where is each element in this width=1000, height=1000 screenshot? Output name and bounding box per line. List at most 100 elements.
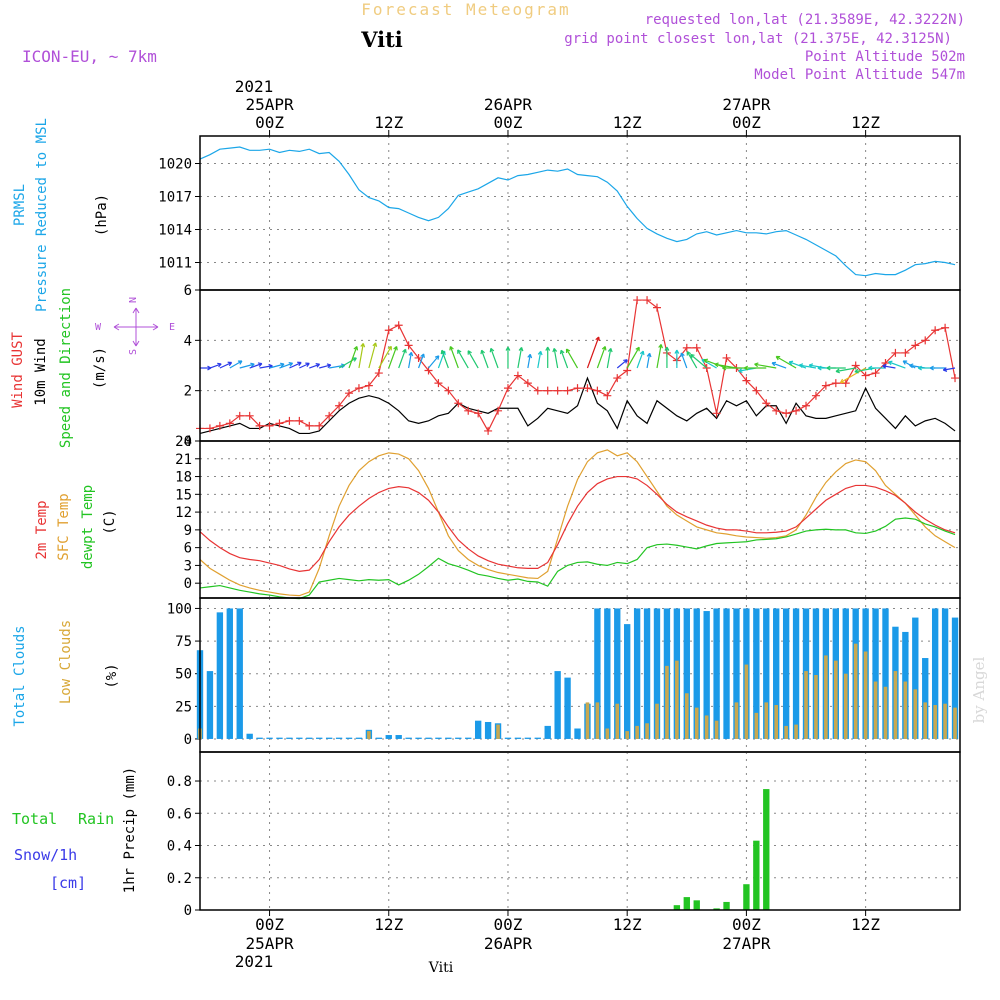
total-cloud-bar — [325, 737, 333, 739]
total-cloud-bar — [812, 608, 820, 739]
wind-gust-marker — [325, 411, 334, 420]
wind-gust-marker — [454, 399, 463, 408]
wind-direction-arrow — [527, 353, 533, 369]
wind-speed-dir-label: Speed and Direction — [58, 288, 74, 448]
pressure-panel-labels: PRMSL Pressure Reduced to MSL (hPa) — [12, 118, 110, 312]
low-cloud-bar — [635, 725, 639, 739]
wind-gust-marker — [841, 379, 850, 388]
wind-gust-marker — [593, 386, 602, 395]
total-cloud-bar — [216, 612, 224, 739]
wind-direction-arrow — [636, 350, 645, 369]
total-cloud-bar — [206, 671, 214, 739]
rain-label: Rain — [78, 810, 114, 828]
total-cloud-bar — [375, 737, 383, 739]
total-cloud-bar — [792, 608, 800, 739]
wind-direction-arrow — [656, 344, 664, 369]
top-time-label: 00Z — [255, 113, 284, 132]
low-cloud-bar — [943, 703, 947, 739]
wind-gust-marker — [503, 384, 512, 393]
total-cloud-bar — [604, 608, 611, 739]
wind-gust-marker — [345, 389, 354, 398]
wind-gust-marker — [921, 336, 930, 345]
wind-direction-arrow — [559, 349, 569, 369]
ytick-label: 4 — [184, 333, 192, 349]
low-cloud-bar — [595, 702, 600, 739]
wind-gust-marker — [295, 416, 304, 425]
wind-gust-marker — [255, 421, 264, 430]
total-cloud-bar — [246, 733, 253, 739]
total-clouds-label: Total Clouds — [12, 625, 28, 726]
wind-direction-arrow — [309, 363, 321, 369]
compass-rose: N E S W — [95, 297, 175, 355]
wind-direction-arrow — [319, 363, 332, 369]
temp-sfc-label: SFC Temp — [56, 493, 72, 560]
wind-gust-marker — [364, 381, 373, 390]
wind-gust-marker — [802, 401, 811, 410]
wind-direction-arrow — [467, 350, 479, 369]
model-label: ICON-EU, ~ 7km — [22, 47, 157, 66]
total-cloud-bar — [941, 608, 949, 739]
wind-gust-marker — [613, 374, 622, 383]
wind-direction-arrow — [480, 349, 489, 369]
ytick-label: 1014 — [158, 223, 192, 239]
total-cloud-bar — [256, 737, 263, 739]
location-title: Viti — [360, 27, 403, 52]
total-cloud-bar — [524, 737, 532, 739]
ytick-label: 6 — [184, 541, 192, 557]
total-cloud-bar — [296, 737, 303, 739]
low-cloud-bar — [645, 723, 649, 739]
low-cloud-bar — [694, 707, 699, 739]
wind-gust-marker — [931, 326, 940, 335]
bottom-time-label: 12Z — [851, 915, 880, 934]
total-cloud-bar — [594, 608, 601, 739]
wind-gust-marker — [831, 379, 840, 388]
panels: 1011101410171020024603691215182124025507… — [158, 135, 961, 919]
wind-direction-arrow — [239, 362, 255, 369]
total-cloud-bar — [872, 608, 879, 739]
low-cloud-bar — [953, 707, 957, 739]
wind-direction-arrow — [552, 347, 559, 369]
temp-2m-label: 2m Temp — [34, 500, 50, 559]
low-cloud-bar — [685, 693, 689, 739]
top-time-label: 00Z — [732, 113, 761, 132]
wind-gust-marker — [752, 386, 761, 395]
wind-gust-marker — [523, 379, 532, 388]
top-date-label: 25APR — [245, 95, 294, 114]
wind-gust-marker — [275, 419, 284, 428]
total-cloud-bar — [733, 608, 740, 739]
wind-direction-arrow — [854, 367, 876, 374]
ytick-label: 0.2 — [167, 871, 192, 887]
wind-direction-arrow — [209, 362, 222, 369]
top-date-label: 27APR — [722, 95, 771, 114]
clouds-panel-labels: Total Clouds Low Clouds (%) — [12, 620, 120, 727]
total-cloud-bar — [484, 721, 492, 739]
wind-gust-marker — [494, 406, 503, 415]
wind-gust-marker — [712, 409, 721, 418]
wind-gust-marker — [414, 353, 423, 362]
low-cloud-bar — [744, 664, 749, 739]
wind-direction-arrow — [942, 367, 956, 372]
low-cloud-bar — [843, 673, 848, 739]
low-cloud-bar — [804, 671, 808, 739]
top-time-label: 12Z — [613, 113, 642, 132]
wind-gust-marker — [772, 406, 781, 415]
wind-direction-arrow — [606, 347, 613, 369]
wind-gust-marker — [742, 376, 751, 385]
total-cloud-bar — [574, 728, 581, 739]
wind-gust-marker — [474, 409, 483, 418]
wind-direction-arrow — [798, 363, 817, 369]
wind-gust-marker — [553, 386, 562, 395]
wind-direction-arrow — [788, 360, 807, 369]
grid-point-coords: grid point closest lon,lat (21.375E, 42.… — [564, 31, 952, 47]
wind-direction-arrow — [219, 361, 233, 369]
wind-direction-arrow — [743, 365, 767, 371]
total-cloud-bar — [693, 608, 700, 739]
low-cloud-bar — [814, 675, 818, 739]
low-cloud-bar — [585, 702, 590, 739]
clouds-unit: (%) — [104, 663, 120, 688]
wind-gust-marker — [335, 401, 344, 410]
wind-direction-arrow — [690, 353, 708, 369]
rain-bar — [763, 789, 770, 910]
ytick-label: 25 — [175, 699, 192, 715]
